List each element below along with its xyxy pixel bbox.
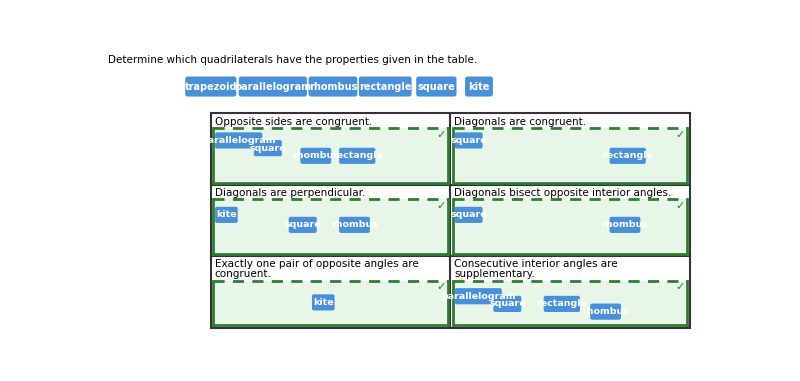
Text: Exactly one pair of opposite angles are: Exactly one pair of opposite angles are: [214, 259, 418, 269]
FancyBboxPatch shape: [238, 77, 307, 96]
Text: rhombus: rhombus: [292, 151, 339, 160]
Bar: [453, 281, 687, 325]
FancyBboxPatch shape: [339, 217, 370, 233]
FancyBboxPatch shape: [215, 207, 238, 223]
Text: square: square: [450, 210, 487, 219]
FancyBboxPatch shape: [454, 207, 482, 223]
FancyBboxPatch shape: [186, 77, 237, 96]
Text: parallelogram: parallelogram: [234, 82, 311, 91]
FancyBboxPatch shape: [215, 132, 262, 149]
Text: square: square: [450, 136, 487, 145]
Text: Diagonals are congruent.: Diagonals are congruent.: [454, 117, 586, 126]
FancyBboxPatch shape: [465, 77, 493, 96]
Bar: [453, 128, 687, 182]
FancyBboxPatch shape: [339, 148, 375, 164]
Text: Diagonals bisect opposite interior angles.: Diagonals bisect opposite interior angle…: [454, 188, 671, 198]
Text: ✓: ✓: [676, 130, 685, 140]
FancyBboxPatch shape: [254, 140, 282, 156]
Text: ✓: ✓: [436, 282, 446, 292]
Text: Diagonals are perpendicular.: Diagonals are perpendicular.: [214, 188, 365, 198]
FancyBboxPatch shape: [610, 217, 640, 233]
FancyBboxPatch shape: [610, 148, 646, 164]
Text: parallelogram: parallelogram: [441, 292, 515, 301]
Text: rectangle: rectangle: [536, 299, 587, 309]
Text: rectangle: rectangle: [332, 151, 382, 160]
Text: rhombus: rhombus: [602, 220, 649, 229]
Text: trapezoid: trapezoid: [185, 82, 237, 91]
Text: rhombus: rhombus: [582, 307, 629, 316]
FancyBboxPatch shape: [312, 294, 334, 311]
Text: ✓: ✓: [436, 130, 446, 140]
FancyBboxPatch shape: [544, 296, 580, 312]
FancyBboxPatch shape: [309, 77, 358, 96]
Text: square: square: [285, 220, 321, 229]
Text: kite: kite: [468, 82, 490, 91]
Text: Consecutive interior angles are: Consecutive interior angles are: [454, 259, 618, 269]
Text: rectangle: rectangle: [359, 82, 411, 91]
Text: square: square: [489, 299, 526, 309]
FancyBboxPatch shape: [454, 288, 502, 304]
Text: parallelogram: parallelogram: [202, 136, 276, 145]
Bar: [211, 114, 690, 328]
Text: ✓: ✓: [676, 282, 685, 292]
Bar: [213, 281, 448, 325]
Text: square: square: [418, 82, 455, 91]
Text: rectangle: rectangle: [602, 151, 653, 160]
Text: supplementary.: supplementary.: [454, 269, 535, 279]
Text: rhombus: rhombus: [309, 82, 357, 91]
Text: congruent.: congruent.: [214, 269, 271, 279]
FancyBboxPatch shape: [416, 77, 457, 96]
Text: kite: kite: [216, 210, 237, 219]
FancyBboxPatch shape: [289, 217, 317, 233]
FancyBboxPatch shape: [590, 304, 621, 320]
Bar: [213, 200, 448, 254]
FancyBboxPatch shape: [300, 148, 331, 164]
Text: rhombus: rhombus: [331, 220, 378, 229]
Text: Determine which quadrilaterals have the properties given in the table.: Determine which quadrilaterals have the …: [108, 55, 477, 65]
Text: square: square: [250, 144, 286, 153]
FancyBboxPatch shape: [359, 77, 411, 96]
Text: ✓: ✓: [676, 201, 685, 211]
Text: Opposite sides are congruent.: Opposite sides are congruent.: [214, 117, 372, 126]
Bar: [213, 128, 448, 182]
FancyBboxPatch shape: [454, 132, 482, 149]
Text: kite: kite: [313, 298, 334, 307]
Text: ✓: ✓: [436, 201, 446, 211]
FancyBboxPatch shape: [494, 296, 522, 312]
Bar: [453, 200, 687, 254]
